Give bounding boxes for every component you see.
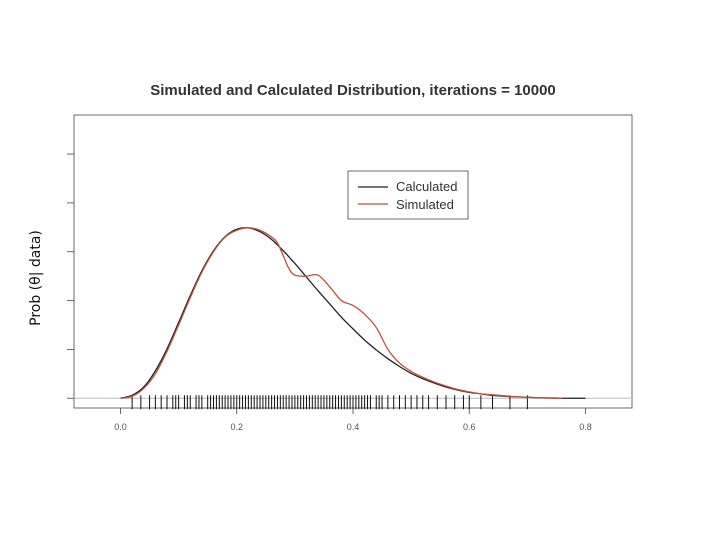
rug-marks: [131, 395, 528, 410]
y-axis-label: Prob (θ| data): [28, 230, 44, 326]
series-lines: [120, 227, 586, 399]
chart-title: Simulated and Calculated Distribution, i…: [150, 82, 556, 99]
plot-frame: [73, 114, 633, 409]
legend-label-simulated: Simulated: [396, 197, 454, 212]
x-tick-label-2: 0.4: [347, 422, 360, 432]
x-tick-label-0: 0.0: [114, 422, 127, 432]
legend-label-calculated: Calculated: [396, 179, 457, 194]
series-line-simulated: [120, 227, 563, 399]
x-tick-label-1: 0.2: [230, 422, 243, 432]
x-tick-label-4: 0.8: [579, 422, 592, 432]
y-axis-ticks: [67, 153, 74, 399]
x-axis-ticks: 0.0 0.2 0.4 0.6 0.8: [114, 408, 592, 432]
legend: Calculated Simulated: [347, 170, 469, 220]
legend-box: [347, 170, 469, 220]
x-tick-label-3: 0.6: [463, 422, 476, 432]
series-line-calculated: [120, 227, 586, 399]
